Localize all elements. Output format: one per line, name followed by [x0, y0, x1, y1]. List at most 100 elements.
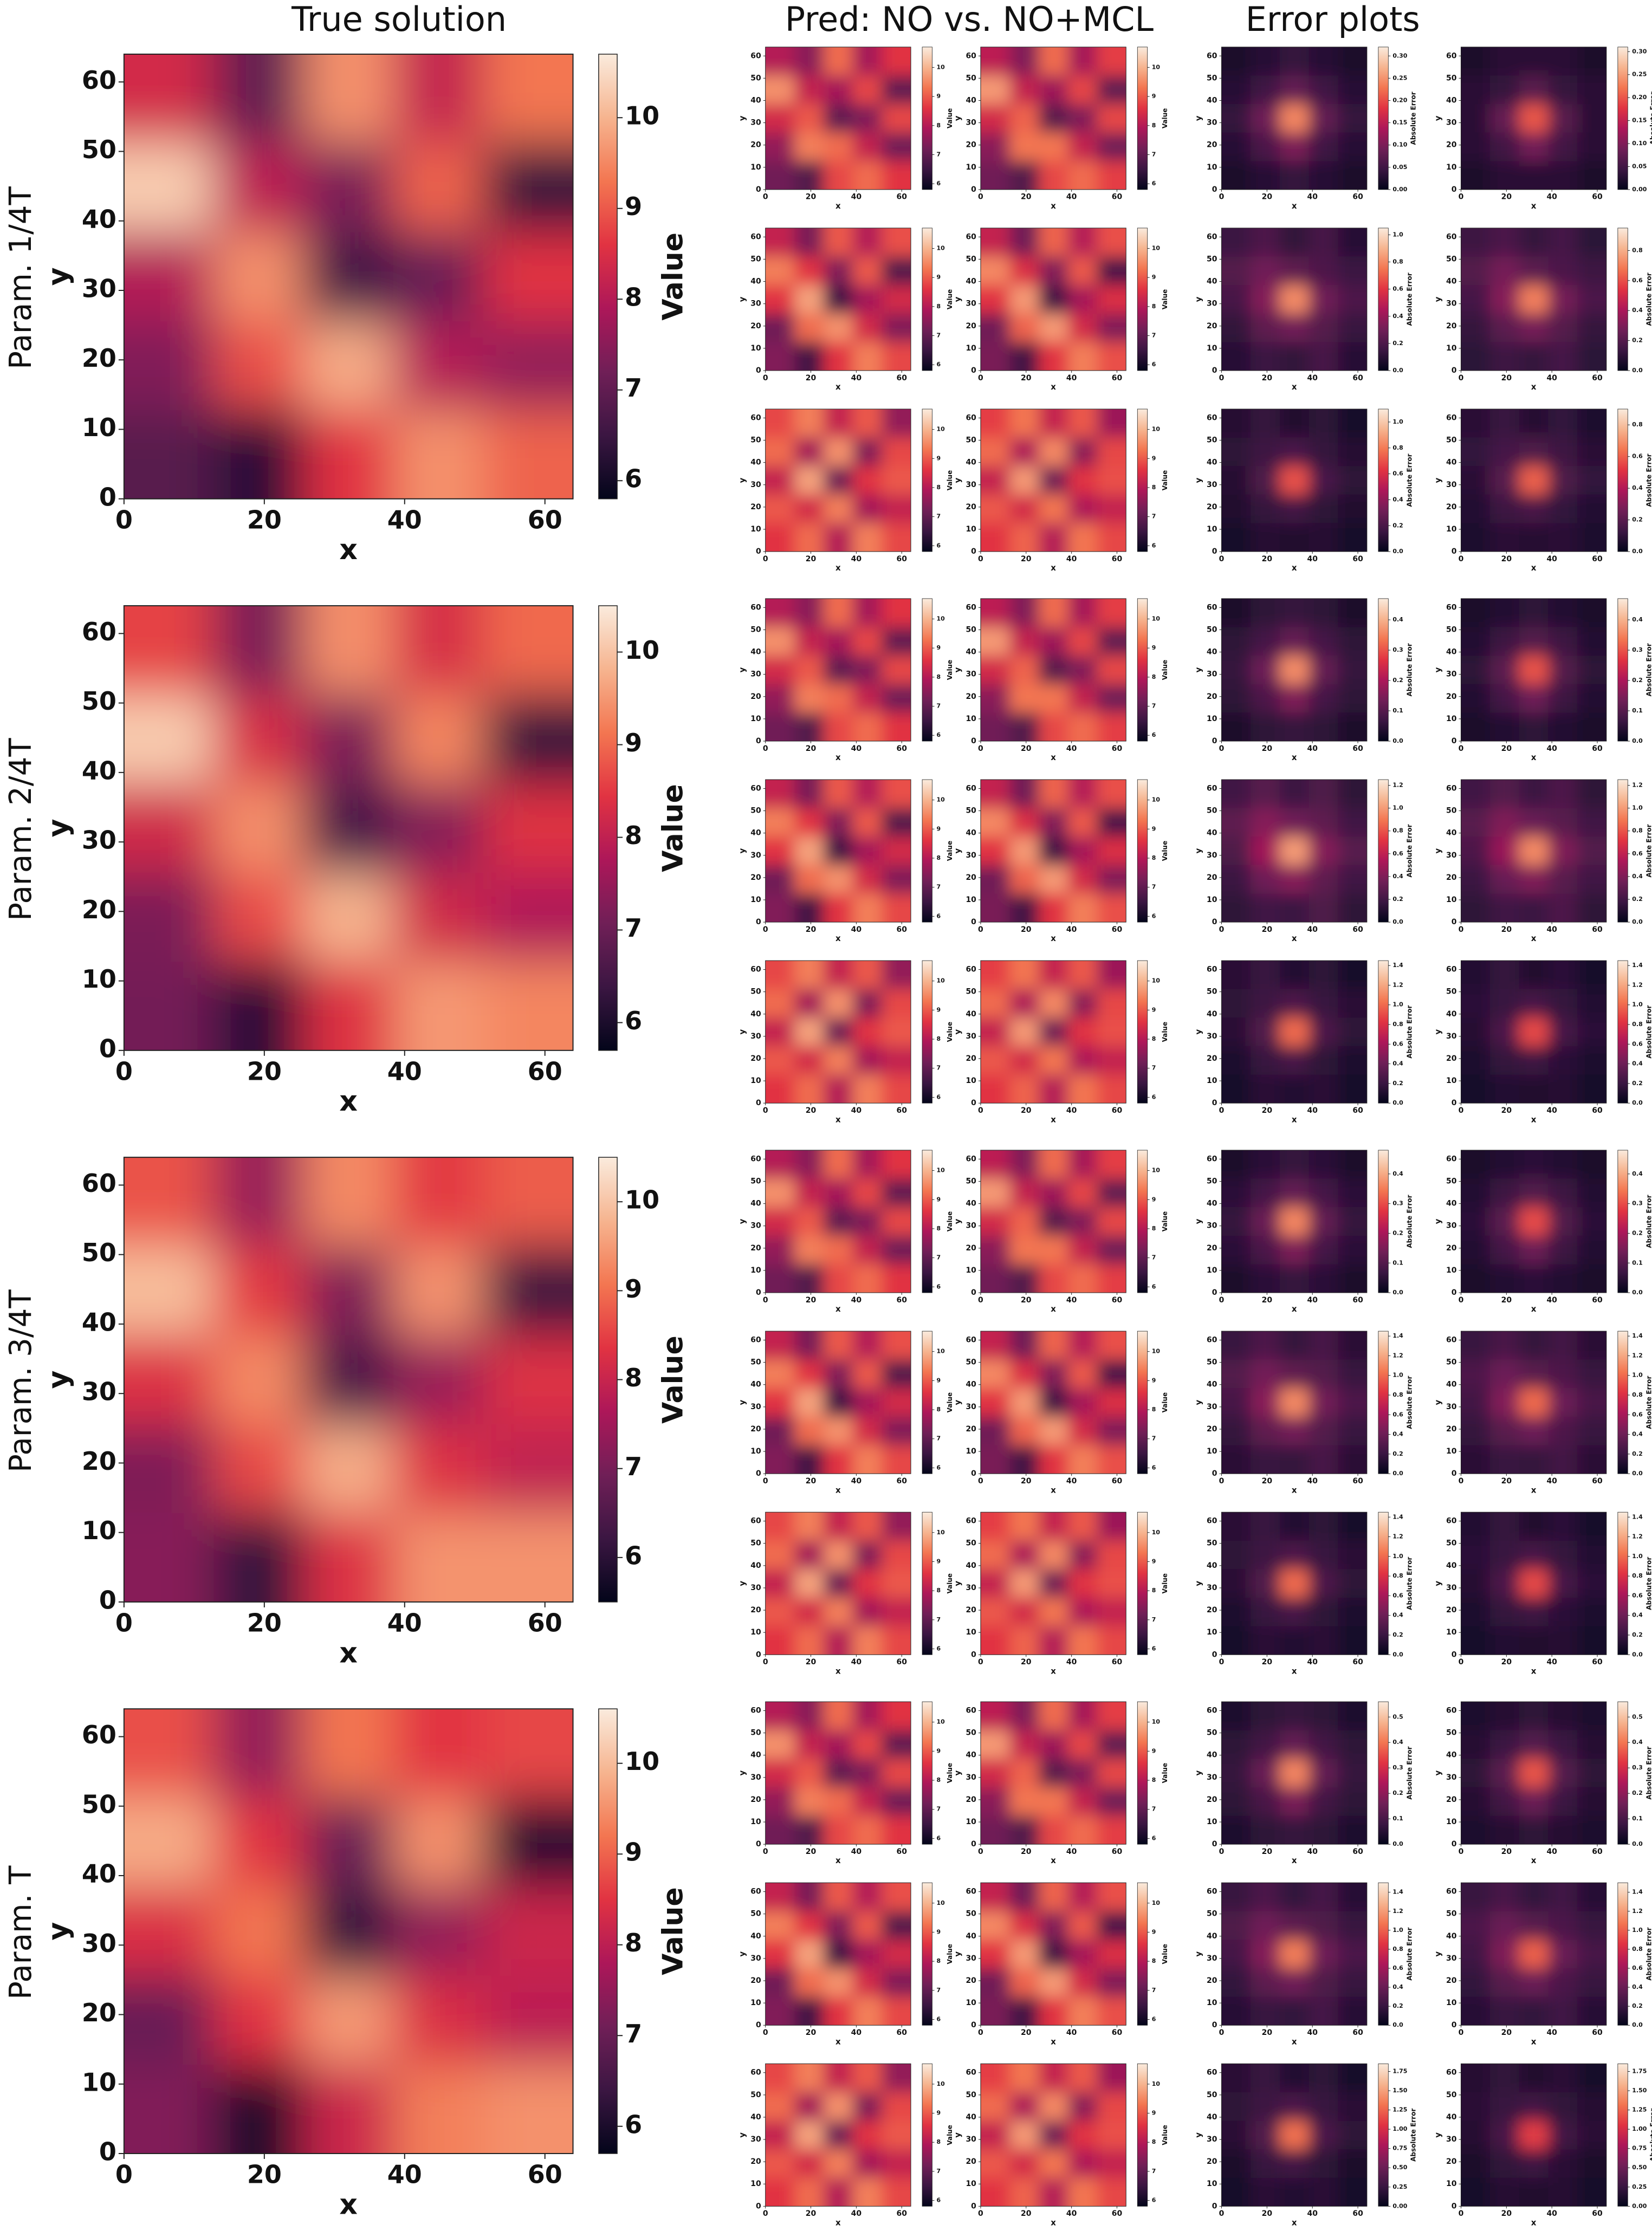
heatmap-cell [1461, 1815, 1491, 1845]
heatmap-cell [1338, 2064, 1367, 2093]
heatmap-cells [1221, 1331, 1367, 1474]
colorbar-tick-label: 1.0 [1632, 805, 1643, 812]
heatmap-cell [1338, 1512, 1367, 1541]
heatmap [765, 2064, 911, 2207]
x-axis-label: x [835, 933, 841, 943]
heatmap-cell [1067, 1264, 1098, 1293]
y-tick-label: 40 [966, 277, 976, 286]
colorbar-tick-label: 0.0 [1632, 1651, 1643, 1658]
heatmap-cell [1490, 627, 1520, 656]
y-axis-label: y [953, 1029, 962, 1035]
heatmap-cell [1308, 1540, 1338, 1570]
colorbar-tick-label: 8 [936, 2138, 941, 2145]
y-tick-label: 50 [750, 1177, 761, 1186]
colorbar-tick-label: 1.2 [1392, 782, 1403, 789]
heatmap-cell [1279, 1626, 1310, 1655]
heatmap-cell [1308, 865, 1338, 894]
heatmap-cell [765, 712, 795, 741]
heatmap-cell [852, 1178, 882, 1208]
heatmap-cell [794, 1968, 824, 1997]
y-tick-label: 20 [966, 1244, 976, 1253]
y-tick-label: 40 [1207, 1010, 1217, 1019]
heatmap-cell [1279, 1968, 1310, 1997]
heatmap-cell [1577, 1787, 1606, 1817]
colorbar-tick-label: 0.2 [1632, 1229, 1643, 1236]
x-tick-label: 40 [1307, 193, 1318, 202]
x-tick-label: 0 [978, 925, 983, 934]
heatmap-cell [980, 1207, 1010, 1236]
heatmap-cell [124, 1513, 215, 1602]
x-tick-label: 0 [763, 1658, 768, 1666]
heatmap-cell [1221, 285, 1251, 314]
x-tick-label: 60 [1112, 1658, 1123, 1666]
heatmap-cell [1009, 437, 1039, 466]
colorbar [1617, 960, 1628, 1104]
heatmap-cell [1039, 1730, 1068, 1759]
x-tick-label: 60 [528, 1609, 562, 1638]
x-tick-label: 60 [1592, 193, 1603, 202]
heatmap [1221, 780, 1367, 923]
y-tick-label: 60 [1207, 784, 1217, 793]
heatmap-cell [824, 1235, 853, 1265]
colorbar-label: Absolute Error [1405, 643, 1413, 696]
heatmap-cell [1279, 466, 1310, 495]
y-axis-label: y [1433, 1218, 1443, 1224]
x-tick-label: 60 [1592, 555, 1603, 563]
y-tick-label: 0 [1452, 1840, 1457, 1849]
y-tick-label: 10 [966, 525, 976, 534]
heatmap-cell [1461, 1235, 1491, 1265]
heatmap-cell [765, 865, 795, 894]
x-tick-label: 20 [1021, 193, 1032, 202]
heatmap-cell [124, 606, 215, 695]
heatmap-cell [303, 1335, 394, 1425]
y-tick-label: 50 [750, 625, 761, 634]
heatmap-cell [1251, 494, 1280, 524]
heatmap-cell [1251, 989, 1280, 1018]
x-tick-label: 20 [806, 1658, 817, 1666]
heatmap-cell [1221, 75, 1251, 105]
x-tick-label: 40 [1546, 1658, 1557, 1666]
heatmap-cell [1490, 1815, 1520, 1845]
heatmap-cell [1251, 1235, 1280, 1265]
y-tick-label: 0 [1212, 2202, 1217, 2210]
y-tick-label: 10 [750, 896, 761, 904]
heatmap-cell [1279, 132, 1310, 161]
heatmap-cell [1251, 2092, 1280, 2122]
colorbar [1137, 1150, 1148, 1293]
heatmap-cell [794, 1359, 824, 1389]
heatmap-cell [765, 1150, 795, 1179]
heatmap-cell [882, 2177, 911, 2207]
heatmap-cell [1067, 961, 1098, 990]
heatmap-cell [1067, 2149, 1098, 2178]
y-tick-label: 10 [1446, 344, 1457, 353]
axes-frame [765, 47, 911, 190]
heatmap-cell [1009, 1759, 1039, 1788]
x-tick-label: 20 [1262, 744, 1273, 753]
colorbar-tick-label: 0.00 [1392, 186, 1407, 193]
heatmap-cell [1097, 2064, 1126, 2093]
heatmap-cell [824, 1512, 853, 1541]
heatmap-cell [1221, 256, 1251, 286]
heatmap-cell [794, 1150, 824, 1179]
heatmap [1221, 1331, 1367, 1474]
axes-frame [980, 408, 1126, 552]
heatmap-cell [794, 989, 824, 1018]
x-axis-label: x [1292, 1485, 1297, 1495]
colorbar-tick-label: 9 [936, 274, 941, 281]
colorbar [1378, 2063, 1389, 2207]
x-tick-label: 0 [1219, 555, 1225, 563]
axes-frame [123, 1708, 574, 2155]
heatmap-cell [1251, 961, 1280, 990]
heatmap-cell [824, 466, 853, 495]
x-tick-label: 40 [851, 744, 862, 753]
heatmap-cell [1067, 1996, 1098, 2026]
y-tick-label: 10 [1446, 2180, 1457, 2188]
y-tick-label: 60 [750, 1336, 761, 1345]
heatmap-cell [1251, 1178, 1280, 1208]
heatmap-cell [794, 313, 824, 342]
heatmap-cell [1548, 2149, 1578, 2178]
heatmap-cell [765, 1331, 795, 1360]
colorbar [922, 1701, 932, 1845]
y-tick-label: 10 [82, 964, 116, 994]
heatmap-cell [1577, 1940, 1606, 1969]
